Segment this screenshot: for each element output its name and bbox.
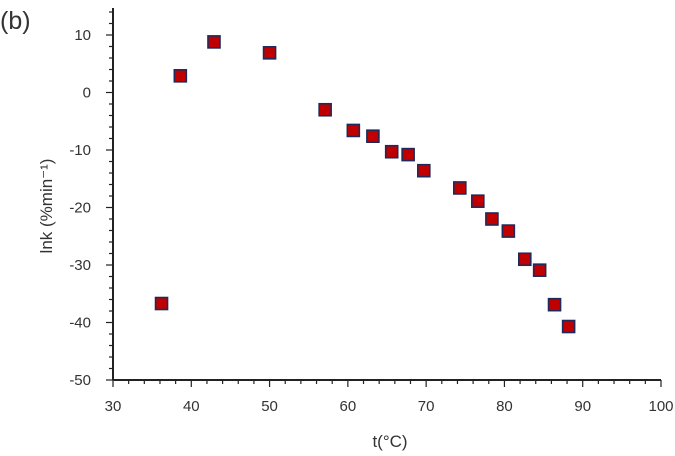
y-tick-label: -30 <box>69 257 91 274</box>
data-point <box>154 296 169 311</box>
data-point <box>366 129 380 143</box>
data-point <box>517 252 532 267</box>
y-tick-label: 0 <box>83 85 91 102</box>
x-axis-label: t(°C) <box>372 432 407 451</box>
data-point <box>173 69 188 83</box>
data-point <box>384 144 399 159</box>
x-tick-label: 80 <box>496 398 513 415</box>
axes <box>112 8 661 381</box>
data-point <box>401 147 415 162</box>
x-tick-label: 60 <box>340 398 357 415</box>
y-tick-label: -10 <box>69 142 91 159</box>
panel-label: (b) <box>0 7 31 35</box>
data-point <box>485 212 499 226</box>
data-point <box>453 181 467 195</box>
data-point <box>501 224 516 238</box>
x-tick-label: 50 <box>261 398 278 415</box>
data-point <box>532 263 547 277</box>
x-tick-label: 40 <box>183 398 200 415</box>
y-tick-label: -50 <box>69 372 91 389</box>
data-point <box>561 319 576 334</box>
y-tick-label: -40 <box>69 315 91 332</box>
x-tick-label: 90 <box>574 398 591 415</box>
data-points <box>154 35 576 334</box>
x-tick-label: 70 <box>418 398 435 415</box>
y-tick-label: 10 <box>74 27 91 44</box>
data-point <box>318 102 332 117</box>
data-point <box>416 163 431 178</box>
x-tick-label: 30 <box>105 398 122 415</box>
y-tick-label: -20 <box>69 200 91 217</box>
y-axis-label: lnk (%min⁻¹) <box>37 159 56 254</box>
data-point <box>346 123 361 138</box>
data-point <box>471 194 485 208</box>
data-point <box>547 297 562 312</box>
ticks: -50 -40 -30 -20 -10 0 10 30 40 50 60 70 80 90 100 <box>69 11 674 415</box>
data-point <box>207 35 221 49</box>
x-tick-label: 100 <box>648 398 673 415</box>
data-point <box>262 46 277 60</box>
